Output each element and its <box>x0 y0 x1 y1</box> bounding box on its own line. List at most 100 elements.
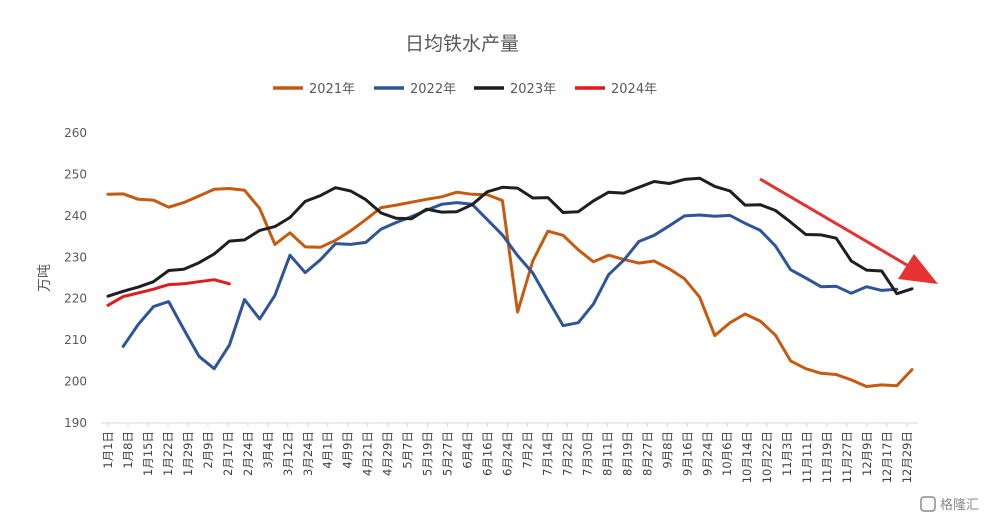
data-point <box>455 210 459 213</box>
data-point <box>895 288 898 291</box>
legend-item-2023: 2023年 <box>474 82 556 97</box>
trend-arrow <box>759 177 938 284</box>
x-tick-label: 1月15日 <box>141 431 155 476</box>
data-point <box>243 189 246 192</box>
series-layer <box>106 176 914 388</box>
data-point <box>592 199 595 203</box>
legend-item-2022: 2022年 <box>374 82 456 97</box>
data-point <box>774 209 777 212</box>
data-point <box>668 267 671 271</box>
data-point <box>546 230 550 233</box>
data-point <box>835 237 838 240</box>
data-point <box>759 319 762 323</box>
data-point <box>728 214 732 217</box>
data-point <box>531 259 534 263</box>
x-tick-label: 4月21日 <box>361 431 375 476</box>
data-point <box>197 280 201 283</box>
x-tick-label: 5月19日 <box>421 431 435 476</box>
x-tick-label: 6月24日 <box>501 431 515 476</box>
series-line-2023年 <box>106 176 914 298</box>
data-point <box>759 229 762 232</box>
trend-arrow-shaft <box>759 177 913 270</box>
legend-item-2021: 2021年 <box>273 82 355 97</box>
y-tick-label: 190 <box>64 416 87 430</box>
y-tick-label: 240 <box>64 209 87 223</box>
watermark-logo-icon <box>920 496 936 512</box>
legend-item-2024: 2024年 <box>575 82 657 97</box>
data-point <box>228 282 231 285</box>
x-tick-label: 4月9日 <box>341 431 355 469</box>
x-tick-label: 7月30日 <box>580 431 594 476</box>
data-point <box>713 185 716 188</box>
x-tick-label: 7月14日 <box>540 431 554 476</box>
data-point <box>531 271 534 275</box>
data-point <box>425 208 428 211</box>
data-point <box>698 213 701 217</box>
data-point <box>470 203 474 206</box>
data-point <box>122 192 125 196</box>
data-point <box>213 252 216 256</box>
legend-label-2021: 2021年 <box>309 82 355 97</box>
data-point <box>379 227 383 231</box>
x-tick-label: 9月8日 <box>660 431 674 469</box>
data-point <box>167 206 170 209</box>
data-point <box>592 260 595 263</box>
data-point <box>152 288 155 291</box>
data-point <box>137 198 140 201</box>
data-point <box>122 345 125 348</box>
data-point <box>895 292 898 295</box>
data-point <box>622 191 625 195</box>
data-point <box>637 186 641 189</box>
series-line-2022年 <box>121 201 899 371</box>
x-tick-label: 9月24日 <box>700 431 714 476</box>
data-point <box>910 368 914 371</box>
data-point <box>713 334 716 337</box>
data-point <box>531 196 534 200</box>
data-point <box>273 225 277 228</box>
data-point <box>819 372 823 375</box>
data-point <box>561 324 565 327</box>
data-point <box>880 269 883 273</box>
data-point <box>865 268 868 272</box>
data-point <box>152 198 155 202</box>
data-point <box>334 186 337 189</box>
y-tick-label: 220 <box>64 292 87 306</box>
data-point <box>743 312 747 316</box>
x-tick-label: 11月19日 <box>820 431 834 483</box>
data-point <box>288 216 292 219</box>
data-point <box>228 343 231 347</box>
data-point <box>273 294 277 297</box>
data-point <box>137 285 140 289</box>
watermark: 格隆汇 <box>920 496 979 513</box>
x-tick-label: 1月8日 <box>121 431 135 469</box>
data-point <box>774 334 777 337</box>
data-point <box>379 211 383 215</box>
data-point <box>804 233 807 236</box>
data-point <box>910 287 914 290</box>
data-point <box>334 242 337 245</box>
x-tick-label: 5月7日 <box>401 431 415 469</box>
data-point <box>470 193 474 196</box>
data-point <box>304 245 307 249</box>
data-point <box>395 203 398 207</box>
data-point <box>592 302 595 306</box>
x-tick-label: 5月27日 <box>441 431 455 476</box>
data-point <box>577 321 580 324</box>
x-tick-label: 7月22日 <box>560 431 574 476</box>
data-point <box>258 229 261 232</box>
x-tick-label: 1月1日 <box>101 431 115 469</box>
data-point <box>319 246 322 249</box>
data-point <box>425 198 428 201</box>
data-point <box>486 190 489 193</box>
data-point <box>455 191 459 194</box>
legend-label-2024: 2024年 <box>611 82 657 97</box>
data-point <box>850 292 853 295</box>
data-point <box>395 217 398 220</box>
y-tick-label: 230 <box>64 250 87 264</box>
x-tick-label: 2月24日 <box>241 431 255 476</box>
data-point <box>561 211 565 214</box>
data-point <box>319 258 322 261</box>
trend-arrow-head <box>898 254 938 284</box>
data-point <box>743 203 747 207</box>
